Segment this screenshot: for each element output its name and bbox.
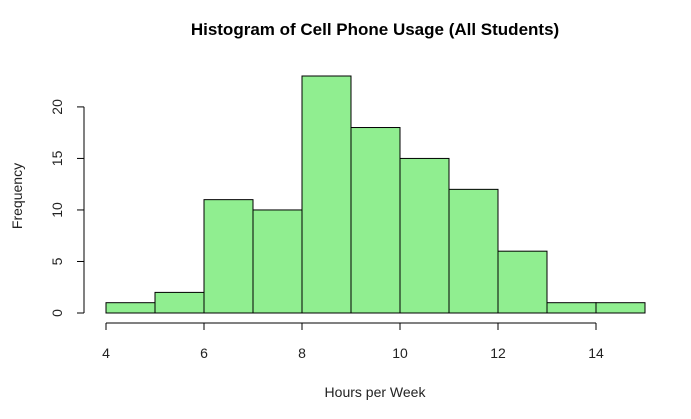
x-axis: 4 6 8 10 12 14: [102, 322, 604, 361]
histogram-bar-6-7: [203, 199, 254, 314]
histogram-bar-12-13: [497, 250, 548, 314]
x-tick-label: 4: [102, 345, 110, 361]
histogram-bar-5-6: [154, 291, 205, 314]
x-tick-label: 10: [392, 345, 408, 361]
histogram-bar-8-9: [301, 75, 352, 314]
y-tick-label: 5: [49, 257, 65, 265]
bars-group: [105, 75, 646, 314]
histogram-bar-9-10: [350, 127, 401, 314]
y-tick-label: 0: [49, 309, 65, 317]
chart-title: Histogram of Cell Phone Usage (All Stude…: [191, 20, 559, 39]
y-axis: 0 5 10 15 20: [49, 99, 85, 317]
histogram-bar-11-12: [448, 188, 499, 314]
y-axis-label: Frequency: [9, 163, 25, 229]
y-tick-label: 20: [49, 99, 65, 115]
x-axis-label: Hours per Week: [325, 384, 427, 400]
x-tick-label: 12: [490, 345, 506, 361]
histogram-bar-13-14: [546, 302, 597, 314]
y-tick-label: 15: [49, 150, 65, 166]
histogram-bar-14-15: [595, 302, 646, 314]
x-tick-label: 14: [588, 345, 604, 361]
histogram-bar-10-11: [399, 157, 450, 314]
histogram-bar-7-8: [252, 209, 303, 314]
histogram-bar-4-5: [105, 302, 156, 314]
y-tick-label: 10: [49, 202, 65, 218]
x-tick-label: 6: [200, 345, 208, 361]
x-tick-label: 8: [298, 345, 306, 361]
